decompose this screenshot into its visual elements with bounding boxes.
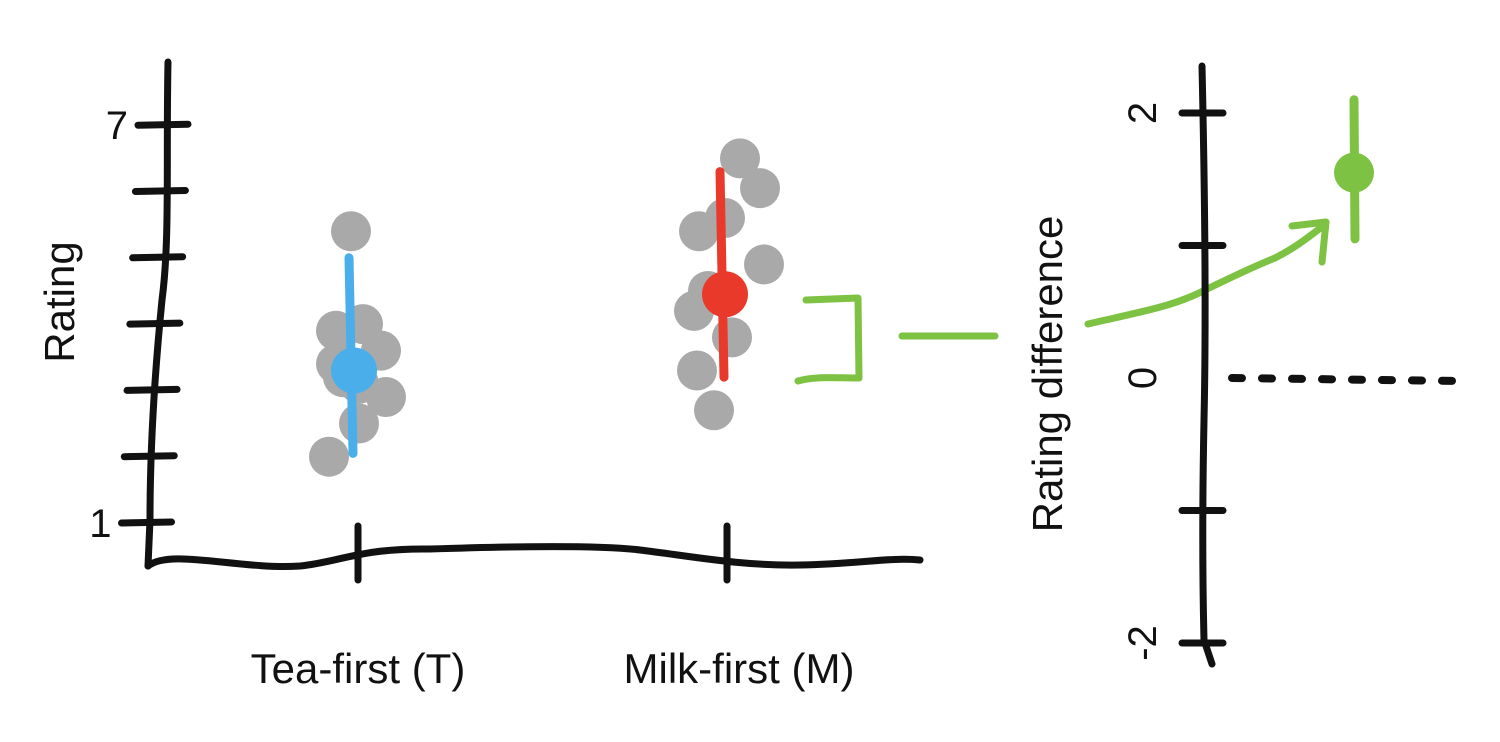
rating-point: [694, 390, 734, 431]
rating-y-ticks: 17: [89, 104, 192, 546]
rating-y-tick-label: 7: [106, 104, 128, 148]
difference-y-tick-label: 0: [1121, 367, 1165, 389]
rating-point: [720, 138, 760, 179]
difference-y-tick-label: -2: [1121, 625, 1165, 661]
rating-panel: 17 Rating Tea-first (T) Milk-first (M): [36, 58, 924, 692]
rating-summaries: [331, 167, 748, 458]
difference-y-ticks: -2 0 2: [1121, 102, 1227, 661]
rating-y-tick: [131, 187, 189, 195]
connector-arrow: [1084, 222, 1327, 328]
rating-point: [740, 168, 780, 209]
mean-marker: [702, 271, 748, 318]
category-label-tea-first: Tea-first (T): [251, 645, 466, 692]
rating-y-tick: [123, 385, 181, 394]
zero-reference-line: [1228, 374, 1464, 385]
difference-panel: -2 0 2 Rating difference: [1024, 62, 1464, 668]
rating-y-axis: [144, 58, 172, 570]
rating-axis-label: Rating: [36, 241, 83, 362]
connector-arrow-head: [1288, 218, 1330, 266]
difference-axis-label: Rating difference: [1024, 216, 1071, 533]
rating-point: [744, 244, 784, 285]
rating-x-axis: [144, 543, 924, 570]
rating-y-tick: [126, 319, 184, 328]
rating-y-tick: [134, 120, 192, 129]
mean-marker: [331, 347, 377, 394]
rating-y-tick: [120, 452, 178, 461]
rating-x-ticks: [354, 522, 731, 584]
difference-connector: [794, 218, 1330, 385]
rating-point: [677, 350, 717, 391]
rating-point: [331, 211, 371, 252]
difference-marker: [1334, 152, 1374, 193]
difference-y-axis: [1198, 62, 1216, 668]
rating-point: [712, 317, 752, 358]
difference-bracket: [794, 294, 863, 385]
rating-y-tick: [117, 518, 175, 527]
rating-y-tick-label: 1: [89, 502, 111, 546]
rating-y-tick: [129, 253, 187, 262]
difference-y-tick-label: 2: [1121, 102, 1165, 124]
rating-point: [309, 436, 349, 477]
category-label-milk-first: Milk-first (M): [624, 645, 855, 692]
zero-dotted-line: [1228, 374, 1464, 385]
difference-summary: [1334, 95, 1374, 244]
